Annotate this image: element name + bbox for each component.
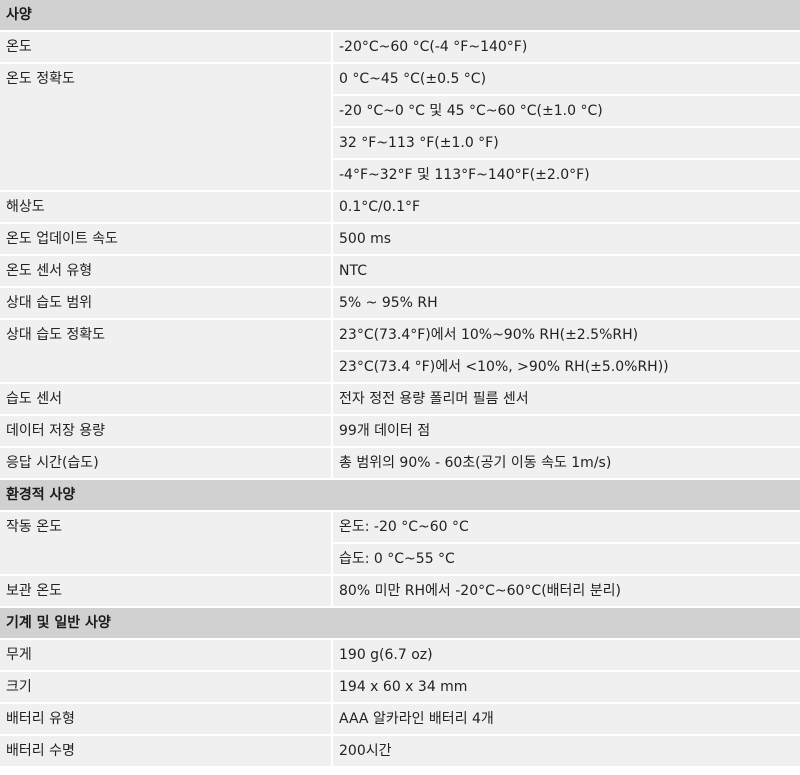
spec-label: 응답 시간(습도) <box>0 447 333 480</box>
spec-row: 23°C(73.4 °F)에서 <10%, >90% RH(±5.0%RH)) <box>0 351 800 384</box>
spec-label: 해상도 <box>0 191 333 224</box>
spec-row: 온도 -20°C~60 °C(-4 °F~140°F) <box>0 31 800 64</box>
section-header-spec: 사양 <box>0 0 800 32</box>
spec-label: 작동 온도 <box>0 511 333 576</box>
section-header-environment: 환경적 사양 <box>0 479 800 512</box>
spec-value: 전자 정전 용량 폴리머 필름 센서 <box>332 383 800 416</box>
spec-row: 응답 시간(습도) 총 범위의 90% - 60초(공기 이동 속도 1m/s) <box>0 447 800 480</box>
section-header-mechanical: 기계 및 일반 사양 <box>0 607 800 640</box>
spec-row: 상대 습도 정확도 23°C(73.4°F)에서 10%~90% RH(±2.5%… <box>0 319 800 384</box>
spec-value: 32 °F~113 °F(±1.0 °F) <box>332 127 800 160</box>
spec-value: 23°C(73.4°F)에서 10%~90% RH(±2.5%RH) <box>332 319 800 352</box>
spec-value: 5% ~ 95% RH <box>332 287 800 320</box>
spec-row: 온도 센서 유형 NTC <box>0 255 800 288</box>
spec-label: 배터리 유형 <box>0 703 333 736</box>
spec-row: 상대 습도 범위 5% ~ 95% RH <box>0 287 800 320</box>
spec-row: 보관 온도 80% 미만 RH에서 -20°C~60°C(배터리 분리) <box>0 575 800 608</box>
spec-row: 무게 190 g(6.7 oz) <box>0 639 800 672</box>
spec-row: 습도: 0 °C~55 °C <box>0 543 800 576</box>
spec-value: 194 x 60 x 34 mm <box>332 671 800 704</box>
spec-value: -20°C~60 °C(-4 °F~140°F) <box>332 31 800 64</box>
spec-label: 온도 센서 유형 <box>0 255 333 288</box>
spec-row: 온도 정확도 0 °C~45 °C(±0.5 °C) <box>0 63 800 192</box>
spec-value: 0 °C~45 °C(±0.5 °C) <box>332 63 800 96</box>
spec-value: -4°F~32°F 및 113°F~140°F(±2.0°F) <box>332 159 800 192</box>
spec-row: 32 °F~113 °F(±1.0 °F) <box>0 127 800 160</box>
spec-label: 보관 온도 <box>0 575 333 608</box>
spec-value: 0.1°C/0.1°F <box>332 191 800 224</box>
spec-row: 크기 194 x 60 x 34 mm <box>0 671 800 704</box>
section-header-filler <box>332 479 800 512</box>
spec-row: 데이터 저장 용량 99개 데이터 점 <box>0 415 800 448</box>
spec-label: 온도 정확도 <box>0 63 333 192</box>
spec-label: 배터리 수명 <box>0 735 333 768</box>
spec-value: AAA 알카라인 배터리 4개 <box>332 703 800 736</box>
spec-row: 배터리 수명 200시간 <box>0 735 800 768</box>
spec-label: 온도 업데이트 속도 <box>0 223 333 256</box>
spec-label: 습도 센서 <box>0 383 333 416</box>
spec-value: 99개 데이터 점 <box>332 415 800 448</box>
spec-label: 상대 습도 정확도 <box>0 319 333 384</box>
spec-value: 습도: 0 °C~55 °C <box>332 543 800 576</box>
spec-label: 온도 <box>0 31 333 64</box>
spec-row: 습도 센서 전자 정전 용량 폴리머 필름 센서 <box>0 383 800 416</box>
spec-value: -20 °C~0 °C 및 45 °C~60 °C(±1.0 °C) <box>332 95 800 128</box>
spec-value: 온도: -20 °C~60 °C <box>332 511 800 544</box>
spec-value: 80% 미만 RH에서 -20°C~60°C(배터리 분리) <box>332 575 800 608</box>
section-header-filler <box>332 0 800 32</box>
spec-value: 190 g(6.7 oz) <box>332 639 800 672</box>
spec-label: 데이터 저장 용량 <box>0 415 333 448</box>
spec-value: 200시간 <box>332 735 800 768</box>
spec-row: 온도 업데이트 속도 500 ms <box>0 223 800 256</box>
spec-row: 작동 온도 온도: -20 °C~60 °C <box>0 511 800 576</box>
spec-value: NTC <box>332 255 800 288</box>
section-title: 환경적 사양 <box>0 479 332 512</box>
spec-row: 배터리 유형 AAA 알카라인 배터리 4개 <box>0 703 800 736</box>
spec-row: -4°F~32°F 및 113°F~140°F(±2.0°F) <box>0 159 800 192</box>
spec-label: 상대 습도 범위 <box>0 287 333 320</box>
spec-value: 500 ms <box>332 223 800 256</box>
spec-row: -20 °C~0 °C 및 45 °C~60 °C(±1.0 °C) <box>0 95 800 128</box>
spec-row: 해상도 0.1°C/0.1°F <box>0 191 800 224</box>
spec-value: 총 범위의 90% - 60초(공기 이동 속도 1m/s) <box>332 447 800 480</box>
section-title: 기계 및 일반 사양 <box>0 607 332 640</box>
section-title: 사양 <box>0 0 332 32</box>
spec-label: 크기 <box>0 671 333 704</box>
spec-value: 23°C(73.4 °F)에서 <10%, >90% RH(±5.0%RH)) <box>332 351 800 384</box>
spec-label: 무게 <box>0 639 333 672</box>
section-header-filler <box>332 607 800 640</box>
